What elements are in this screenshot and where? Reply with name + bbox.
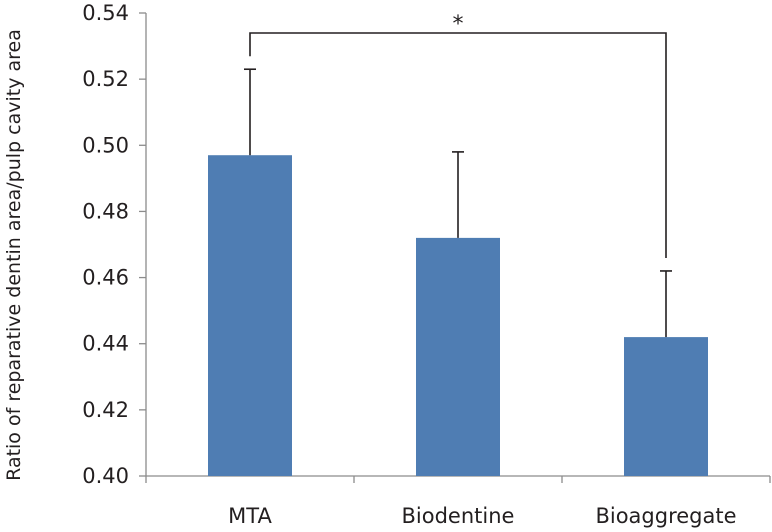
error-bars bbox=[244, 68, 672, 338]
y-tick-label: 0.52 bbox=[82, 67, 129, 91]
y-axis-ticks: 0.40 0.42 0.44 0.46 0.48 0.50 0.52 0.54 bbox=[82, 1, 146, 488]
x-tick-label: Biodentine bbox=[402, 504, 515, 528]
y-tick-label: 0.40 bbox=[82, 464, 129, 488]
bar-mta bbox=[208, 155, 292, 476]
x-tick-label: MTA bbox=[228, 504, 272, 528]
bars bbox=[208, 155, 708, 476]
y-tick-label: 0.44 bbox=[82, 332, 129, 356]
x-axis-labels: MTA Biodentine Bioaggregate bbox=[228, 504, 736, 528]
y-tick-label: 0.48 bbox=[82, 199, 129, 223]
y-tick-label: 0.54 bbox=[82, 1, 129, 25]
y-tick-label: 0.46 bbox=[82, 266, 129, 290]
significance-line bbox=[249, 32, 667, 258]
bar-bioaggregate bbox=[624, 337, 708, 476]
y-tick-label: 0.50 bbox=[82, 133, 129, 157]
y-tick-label: 0.42 bbox=[82, 398, 129, 422]
significance-bracket: * bbox=[249, 12, 667, 258]
y-axis-title: Ratio of reparative dentin area/pulp cav… bbox=[3, 29, 25, 481]
bar-biodentine bbox=[416, 237, 500, 476]
x-tick-label: Bioaggregate bbox=[595, 504, 736, 528]
significance-asterisk: * bbox=[453, 12, 464, 37]
